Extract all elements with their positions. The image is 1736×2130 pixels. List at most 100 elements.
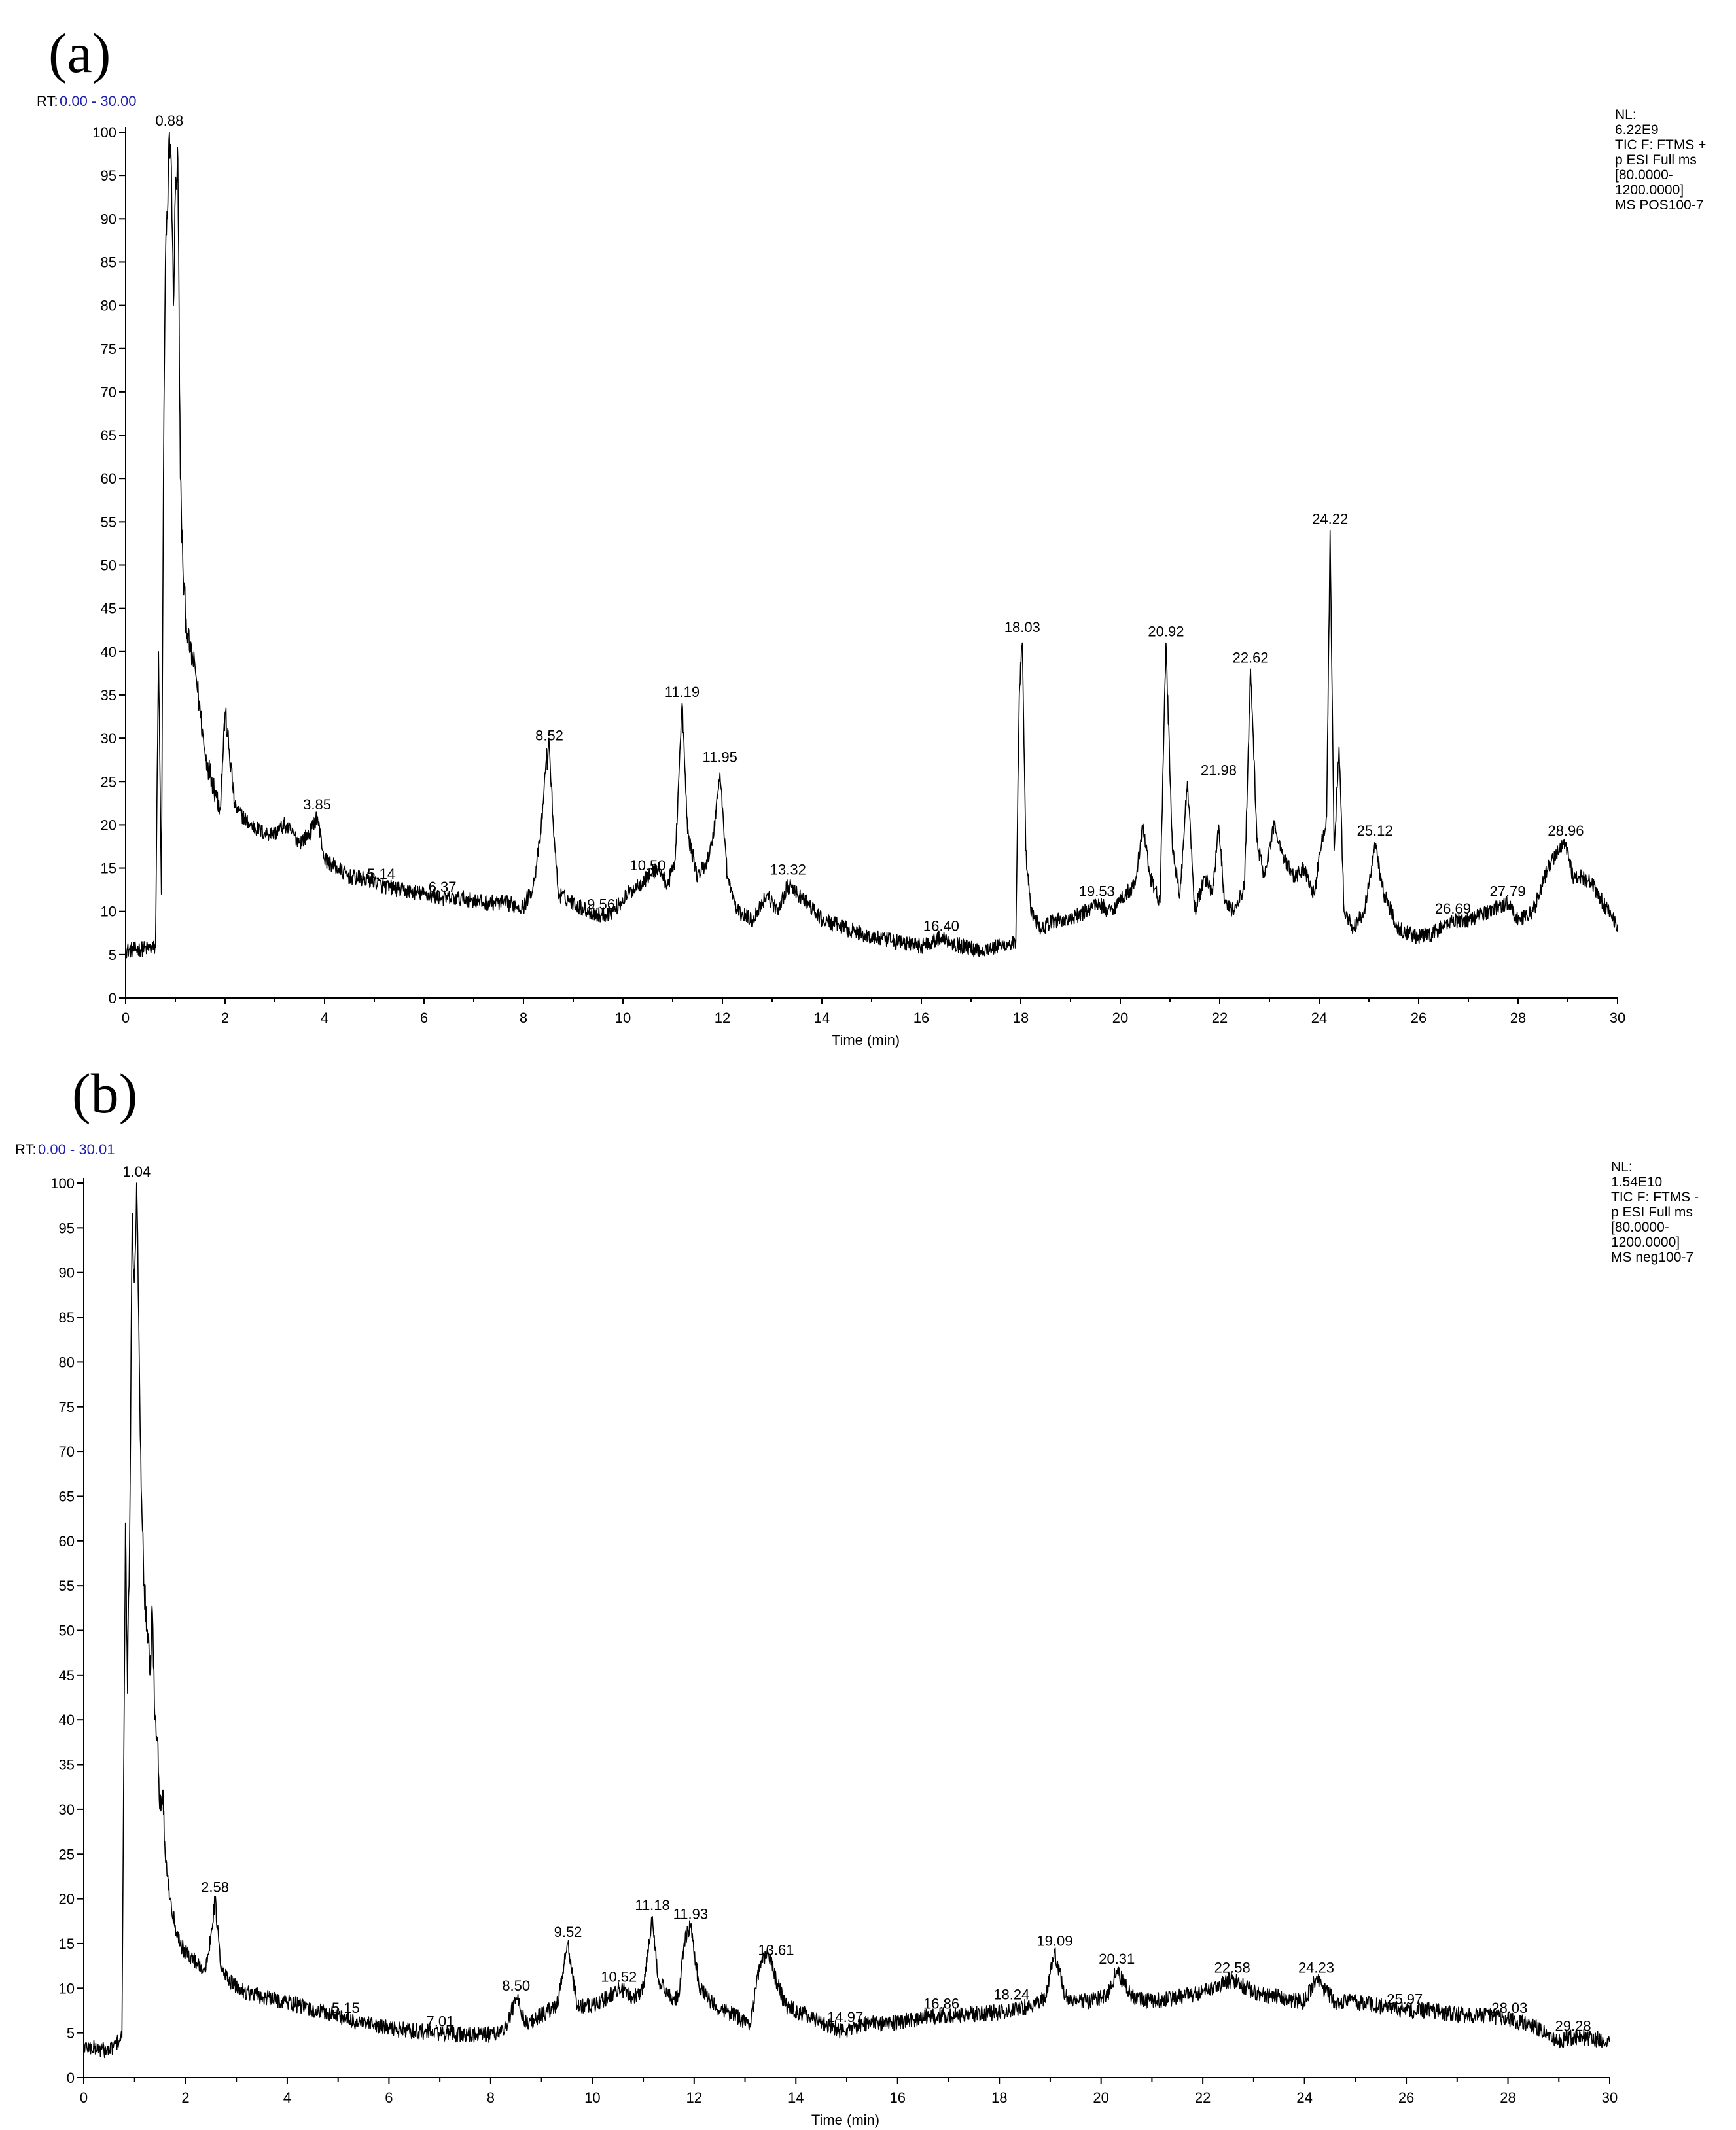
y-tick-label: 5 xyxy=(67,2025,75,2042)
x-tick-label: 6 xyxy=(420,1010,428,1026)
x-tick-label: 2 xyxy=(221,1010,229,1026)
y-tick-label: 65 xyxy=(59,1488,75,1504)
x-tick-label: 26 xyxy=(1398,2089,1414,2106)
info-line: 1200.0000] xyxy=(1611,1235,1680,1250)
panel-b-x-axis-title: Time (min) xyxy=(811,2112,879,2128)
panel-b-plot-area: 0510152025303540455055606570758085909510… xyxy=(50,1163,1618,2106)
y-tick-label: 45 xyxy=(101,601,116,617)
peak-label: 28.03 xyxy=(1491,2000,1527,2016)
x-tick-label: 18 xyxy=(1013,1010,1029,1026)
y-tick-label: 90 xyxy=(59,1265,75,1281)
peak-label: 25.12 xyxy=(1357,823,1393,839)
panel-a-letter: (a) xyxy=(48,22,111,84)
y-tick-label: 20 xyxy=(101,817,116,833)
info-line: NL: xyxy=(1615,107,1637,122)
x-tick-label: 14 xyxy=(814,1010,830,1026)
peak-label: 9.56 xyxy=(587,896,615,912)
x-tick-label: 30 xyxy=(1602,2089,1618,2106)
peak-label: 24.22 xyxy=(1312,511,1348,527)
info-line: MS POS100-7 xyxy=(1615,198,1703,213)
info-line: 1.54E10 xyxy=(1611,1175,1662,1190)
peak-label: 10.52 xyxy=(601,1968,637,1985)
peak-label: 9.52 xyxy=(554,1924,582,1940)
x-tick-label: 28 xyxy=(1510,1010,1526,1026)
x-tick-label: 22 xyxy=(1195,2089,1211,2106)
x-tick-label: 4 xyxy=(283,2089,291,2106)
peak-label: 0.88 xyxy=(155,113,183,129)
y-tick-label: 80 xyxy=(59,1354,75,1370)
x-tick-label: 20 xyxy=(1093,2089,1108,2106)
peak-label: 26.69 xyxy=(1435,900,1471,917)
x-tick-label: 24 xyxy=(1311,1010,1327,1026)
y-tick-label: 15 xyxy=(101,861,116,877)
info-line: 6.22E9 xyxy=(1615,122,1659,137)
panel-b-rt-range: 0.00 - 30.01 xyxy=(38,1141,115,1158)
peak-label: 6.37 xyxy=(429,879,457,895)
peak-label: 22.62 xyxy=(1233,649,1269,666)
peak-label: 27.79 xyxy=(1490,883,1526,899)
peak-label: 24.23 xyxy=(1298,1960,1334,1976)
x-tick-label: 14 xyxy=(788,2089,804,2106)
x-tick-label: 12 xyxy=(715,1010,730,1026)
peak-label: 8.50 xyxy=(502,1978,530,1994)
y-tick-label: 50 xyxy=(101,558,116,574)
y-tick-label: 20 xyxy=(59,1891,75,1908)
x-tick-label: 8 xyxy=(487,2089,495,2106)
y-tick-label: 85 xyxy=(59,1309,75,1326)
peak-label: 2.58 xyxy=(201,1879,229,1896)
x-tick-label: 10 xyxy=(584,2089,600,2106)
y-tick-label: 35 xyxy=(59,1757,75,1773)
peak-label: 19.09 xyxy=(1036,1933,1072,1949)
peak-label: 14.97 xyxy=(827,2009,863,2025)
x-tick-label: 0 xyxy=(122,1010,130,1026)
peak-label: 8.52 xyxy=(535,727,563,743)
peak-label: 11.93 xyxy=(673,1906,708,1923)
y-tick-label: 25 xyxy=(59,1846,75,1862)
peak-label: 11.18 xyxy=(635,1897,669,1913)
panel-a-x-axis-title: Time (min) xyxy=(832,1032,900,1048)
peak-label: 22.58 xyxy=(1214,1960,1250,1976)
peak-label: 18.03 xyxy=(1004,619,1040,635)
peak-label: 1.04 xyxy=(122,1163,151,1180)
info-line: [80.0000- xyxy=(1615,168,1673,183)
peak-label: 7.01 xyxy=(426,2014,454,2030)
y-tick-label: 95 xyxy=(59,1220,75,1236)
y-tick-label: 5 xyxy=(109,947,116,963)
x-tick-label: 16 xyxy=(913,1010,929,1026)
y-tick-label: 40 xyxy=(101,644,116,660)
x-tick-label: 28 xyxy=(1500,2089,1515,2106)
y-tick-label: 70 xyxy=(101,384,116,400)
peak-label: 16.86 xyxy=(923,1995,959,2012)
x-tick-label: 22 xyxy=(1212,1010,1228,1026)
y-tick-label: 0 xyxy=(109,990,116,1006)
y-tick-label: 55 xyxy=(101,514,116,530)
info-line: p ESI Full ms xyxy=(1611,1205,1693,1220)
peak-label: 13.32 xyxy=(770,861,806,878)
panel-b-rt-prefix: RT: xyxy=(15,1141,37,1158)
peak-label: 11.19 xyxy=(665,684,700,700)
y-tick-label: 60 xyxy=(101,470,116,487)
y-tick-label: 45 xyxy=(59,1667,75,1684)
peak-label: 21.98 xyxy=(1201,762,1237,778)
tic-trace xyxy=(125,132,1618,959)
panel-a-rt-range: 0.00 - 30.00 xyxy=(60,93,136,109)
y-tick-label: 30 xyxy=(101,730,116,747)
info-line: p ESI Full ms xyxy=(1615,152,1697,168)
peak-label: 3.85 xyxy=(303,796,331,813)
y-tick-label: 90 xyxy=(101,211,116,227)
tic-trace xyxy=(83,1182,1610,2059)
y-tick-label: 15 xyxy=(59,1936,75,1952)
info-line: TIC F: FTMS + xyxy=(1615,137,1706,152)
info-line: MS neg100-7 xyxy=(1611,1250,1693,1265)
info-line: NL: xyxy=(1611,1160,1633,1175)
peak-label: 25.97 xyxy=(1387,1991,1423,2007)
y-tick-label: 55 xyxy=(59,1578,75,1594)
x-tick-label: 6 xyxy=(385,2089,393,2106)
x-tick-label: 4 xyxy=(321,1010,328,1026)
info-line: 1200.0000] xyxy=(1615,183,1684,198)
y-tick-label: 75 xyxy=(101,341,116,357)
